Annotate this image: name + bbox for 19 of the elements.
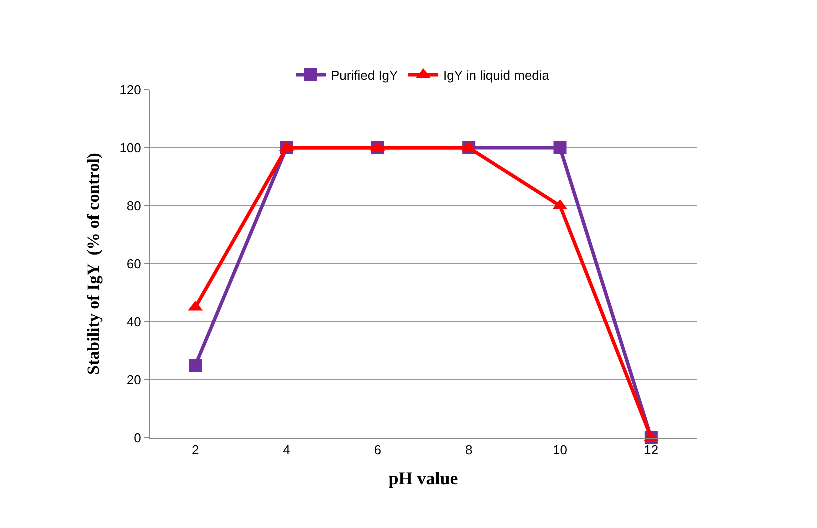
x-axis-title: pH value xyxy=(388,468,458,489)
y-tick-label: 100 xyxy=(120,140,142,156)
y-tick-label: 20 xyxy=(126,372,142,388)
x-tick-label: 2 xyxy=(192,442,200,458)
x-tick-label: 12 xyxy=(644,442,659,458)
y-tick-label: 60 xyxy=(126,256,142,272)
x-tick-label: 6 xyxy=(374,442,382,458)
x-tick-label: 8 xyxy=(465,442,473,458)
point xyxy=(554,142,567,154)
x-tick-label: 10 xyxy=(553,442,568,458)
y-tick-label: 40 xyxy=(126,314,142,330)
y-tick-label: 0 xyxy=(134,430,142,446)
point xyxy=(189,359,202,372)
y-axis-title: Stability of IgY (% of control) xyxy=(84,153,104,375)
legend-label: IgY in liquid media xyxy=(444,68,550,84)
x-tick-label: 4 xyxy=(283,442,290,458)
y-tick-label: 120 xyxy=(120,82,142,98)
y-tick-label: 80 xyxy=(126,198,142,214)
legend-label: Purified IgY xyxy=(331,68,399,84)
